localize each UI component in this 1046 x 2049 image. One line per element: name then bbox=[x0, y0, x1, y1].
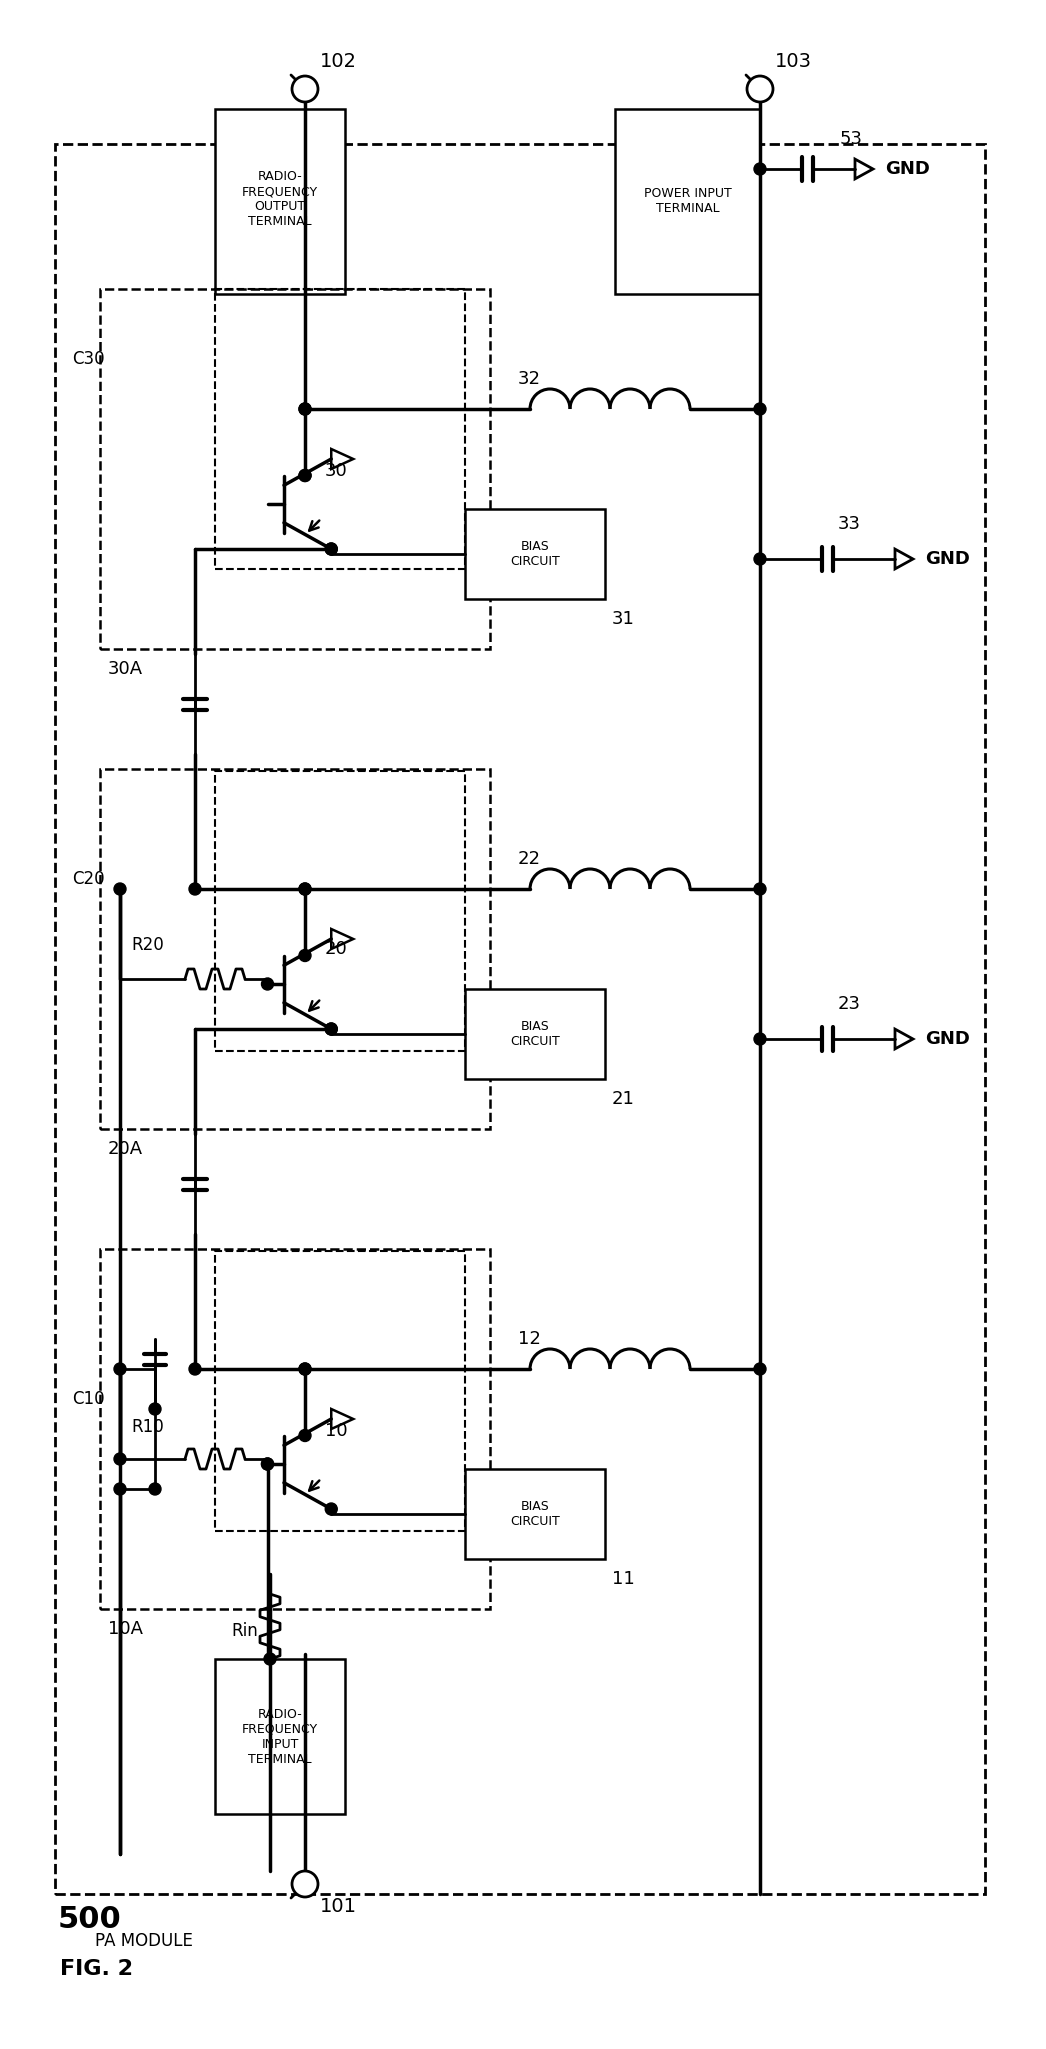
Circle shape bbox=[754, 1363, 766, 1375]
Text: 33: 33 bbox=[838, 514, 861, 533]
Circle shape bbox=[292, 1871, 318, 1897]
Circle shape bbox=[149, 1483, 161, 1496]
Circle shape bbox=[325, 1022, 337, 1035]
Circle shape bbox=[299, 404, 311, 416]
Circle shape bbox=[299, 883, 311, 895]
Text: 11: 11 bbox=[612, 1570, 635, 1588]
Polygon shape bbox=[332, 449, 354, 469]
Circle shape bbox=[189, 1363, 201, 1375]
Circle shape bbox=[114, 1363, 126, 1375]
Circle shape bbox=[262, 1459, 273, 1469]
Circle shape bbox=[299, 1363, 311, 1375]
Bar bbox=[100, 289, 490, 650]
Circle shape bbox=[299, 949, 311, 961]
Circle shape bbox=[262, 977, 273, 990]
Text: 32: 32 bbox=[518, 371, 541, 387]
Text: 10: 10 bbox=[325, 1422, 347, 1440]
Circle shape bbox=[262, 1459, 273, 1469]
Text: 103: 103 bbox=[775, 51, 812, 70]
Circle shape bbox=[299, 404, 311, 416]
Circle shape bbox=[114, 1483, 126, 1496]
Text: 22: 22 bbox=[518, 850, 541, 869]
Text: 101: 101 bbox=[320, 1897, 357, 1916]
Text: GND: GND bbox=[925, 549, 970, 568]
Bar bbox=[215, 109, 345, 293]
Bar bbox=[215, 770, 465, 1051]
Text: 12: 12 bbox=[518, 1330, 541, 1348]
Text: BIAS
CIRCUIT: BIAS CIRCUIT bbox=[510, 1500, 560, 1529]
Text: C10: C10 bbox=[72, 1389, 105, 1408]
Text: R10: R10 bbox=[132, 1418, 164, 1436]
Text: 23: 23 bbox=[838, 996, 861, 1012]
Text: PA MODULE: PA MODULE bbox=[95, 1932, 192, 1951]
Circle shape bbox=[325, 1504, 337, 1514]
Text: BIAS
CIRCUIT: BIAS CIRCUIT bbox=[510, 1020, 560, 1047]
Circle shape bbox=[754, 1033, 766, 1045]
Text: 21: 21 bbox=[612, 1090, 635, 1109]
Text: POWER INPUT
TERMINAL: POWER INPUT TERMINAL bbox=[644, 186, 732, 215]
Text: Rin: Rin bbox=[231, 1623, 258, 1639]
Text: 30A: 30A bbox=[108, 660, 143, 678]
Polygon shape bbox=[332, 928, 354, 949]
Bar bbox=[100, 768, 490, 1129]
Polygon shape bbox=[895, 549, 913, 570]
Bar bbox=[615, 109, 760, 293]
Circle shape bbox=[299, 469, 311, 482]
Polygon shape bbox=[332, 1410, 354, 1428]
Text: 10A: 10A bbox=[108, 1621, 143, 1637]
Circle shape bbox=[189, 883, 201, 895]
Circle shape bbox=[325, 543, 337, 555]
Circle shape bbox=[114, 883, 126, 895]
Circle shape bbox=[325, 1022, 337, 1035]
Text: R20: R20 bbox=[132, 936, 164, 955]
Circle shape bbox=[325, 543, 337, 555]
Circle shape bbox=[299, 1430, 311, 1442]
Circle shape bbox=[299, 883, 311, 895]
Text: C20: C20 bbox=[72, 871, 105, 887]
Bar bbox=[100, 1250, 490, 1608]
Text: 31: 31 bbox=[612, 611, 635, 627]
Text: RADIO-
FREQUENCY
INPUT
TERMINAL: RADIO- FREQUENCY INPUT TERMINAL bbox=[242, 1709, 318, 1766]
Circle shape bbox=[747, 76, 773, 102]
Text: 20A: 20A bbox=[108, 1139, 143, 1158]
Circle shape bbox=[754, 164, 766, 174]
Text: C30: C30 bbox=[72, 350, 105, 369]
Circle shape bbox=[299, 469, 311, 482]
Circle shape bbox=[754, 883, 766, 895]
Text: 20: 20 bbox=[325, 940, 347, 959]
Bar bbox=[465, 1469, 605, 1559]
Circle shape bbox=[299, 1363, 311, 1375]
Circle shape bbox=[754, 404, 766, 416]
Text: BIAS
CIRCUIT: BIAS CIRCUIT bbox=[510, 541, 560, 568]
Text: GND: GND bbox=[925, 1031, 970, 1047]
Text: FIG. 2: FIG. 2 bbox=[60, 1959, 133, 1979]
Circle shape bbox=[114, 1453, 126, 1465]
Text: 30: 30 bbox=[325, 461, 347, 479]
Circle shape bbox=[292, 76, 318, 102]
Circle shape bbox=[149, 1404, 161, 1416]
Bar bbox=[215, 1252, 465, 1531]
Bar bbox=[215, 1660, 345, 1813]
Bar bbox=[55, 143, 985, 1893]
Text: 500: 500 bbox=[58, 1904, 121, 1934]
Bar bbox=[465, 508, 605, 598]
Text: GND: GND bbox=[885, 160, 930, 178]
Bar bbox=[215, 289, 465, 570]
Polygon shape bbox=[855, 160, 873, 178]
Polygon shape bbox=[895, 1029, 913, 1049]
Text: 102: 102 bbox=[320, 51, 357, 70]
Text: RADIO-
FREQUENCY
OUTPUT
TERMINAL: RADIO- FREQUENCY OUTPUT TERMINAL bbox=[242, 170, 318, 227]
Text: 53: 53 bbox=[840, 129, 863, 148]
Circle shape bbox=[264, 1654, 276, 1666]
Circle shape bbox=[754, 553, 766, 566]
Bar bbox=[465, 990, 605, 1080]
